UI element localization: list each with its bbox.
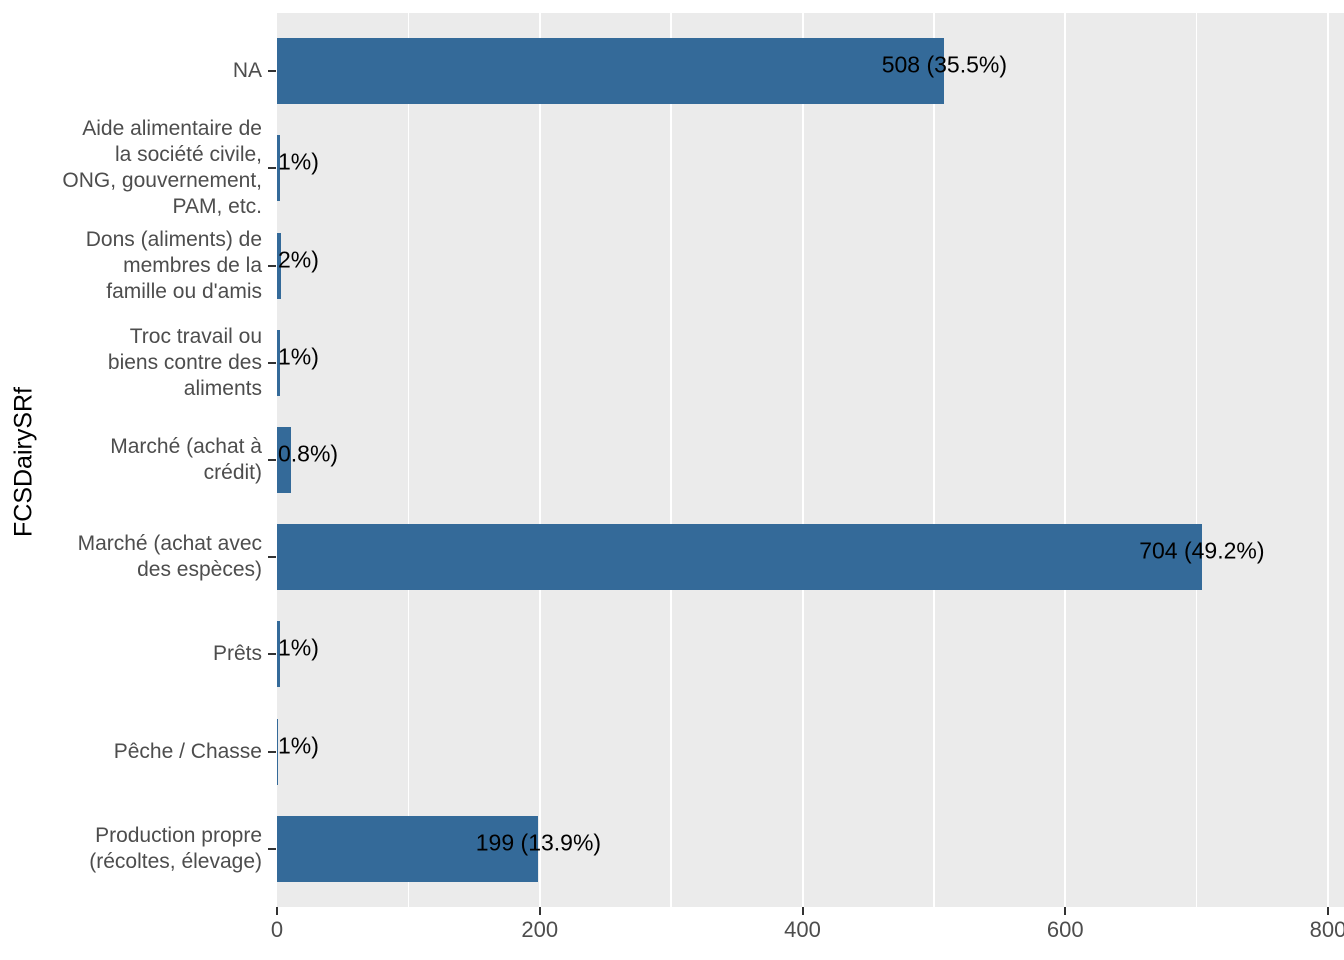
bar — [277, 135, 280, 202]
bar-value-label: 1%) — [278, 148, 319, 175]
bar — [277, 232, 281, 299]
category-label: Marché (achat avec des espèces) — [77, 532, 262, 582]
bar-value-label: 199 (13.9%) — [475, 829, 602, 856]
bar-value-label: 1%) — [278, 634, 319, 661]
bar-value-label: 2%) — [278, 246, 319, 273]
category-label: NA — [232, 59, 262, 83]
category-label: Aide alimentaire de la société civile, O… — [62, 117, 262, 219]
category-label: Troc travail ou biens contre des aliment… — [107, 324, 262, 400]
y-axis-labels: NA Aide alimentaire de la société civile,… — [0, 0, 262, 960]
category-label: Marché (achat à crédit) — [110, 435, 262, 484]
bar-value-label: 704 (49.2%) — [1139, 537, 1265, 564]
gridline-major — [538, 13, 541, 907]
bar-value-label: 0.8%) — [278, 440, 339, 467]
y-axis-tick — [268, 556, 276, 559]
x-axis-tick — [801, 907, 804, 915]
bar — [277, 718, 279, 785]
gridline-minor — [1195, 13, 1198, 907]
gridline-minor — [407, 13, 410, 907]
gridline-major — [1327, 13, 1329, 907]
gridline-minor — [670, 13, 672, 907]
x-axis-tick — [1327, 907, 1329, 915]
gridline-major — [801, 13, 804, 907]
x-axis-tick-label: 200 — [521, 917, 559, 942]
y-axis-tick — [268, 653, 276, 656]
bar — [277, 329, 280, 396]
bar — [277, 524, 1202, 591]
y-axis-tick — [268, 264, 276, 267]
bar-value-label: 1%) — [278, 343, 319, 370]
category-label: Production propre (récoltes, élevage) — [89, 823, 262, 873]
gridline-major — [1064, 13, 1067, 907]
y-axis-tick — [268, 167, 276, 170]
y-axis-tick — [268, 361, 276, 364]
plot-panel: 508 (35.5%) 1%) 2%) 1%) 0.8%) 704 (49.2%) 1%) 1… — [277, 13, 1344, 907]
category-label: Pêche / Chasse — [113, 739, 262, 763]
x-axis-tick — [1064, 907, 1067, 915]
bar-value-label: 1%) — [278, 732, 319, 759]
y-axis-tick — [268, 459, 276, 461]
y-axis-tick — [268, 70, 276, 73]
x-axis-tick-label: 800 — [1309, 917, 1344, 942]
gridline-minor — [933, 13, 935, 907]
bar-value-label: 508 (35.5%) — [881, 51, 1008, 78]
bar — [277, 38, 945, 105]
x-axis-tick — [276, 907, 278, 915]
x-axis-tick-label: 400 — [784, 917, 821, 942]
bar — [277, 621, 280, 688]
category-label: Dons (aliments) de membres de la famille… — [85, 227, 262, 303]
x-axis-tick-label: 600 — [1046, 917, 1084, 942]
x-axis-tick — [538, 907, 541, 915]
x-axis-tick-label: 0 — [270, 917, 284, 942]
bar — [277, 427, 292, 493]
category-label: Prêts — [212, 642, 262, 666]
y-axis-tick — [268, 750, 276, 753]
bar — [277, 815, 539, 882]
y-axis-tick — [268, 847, 276, 850]
